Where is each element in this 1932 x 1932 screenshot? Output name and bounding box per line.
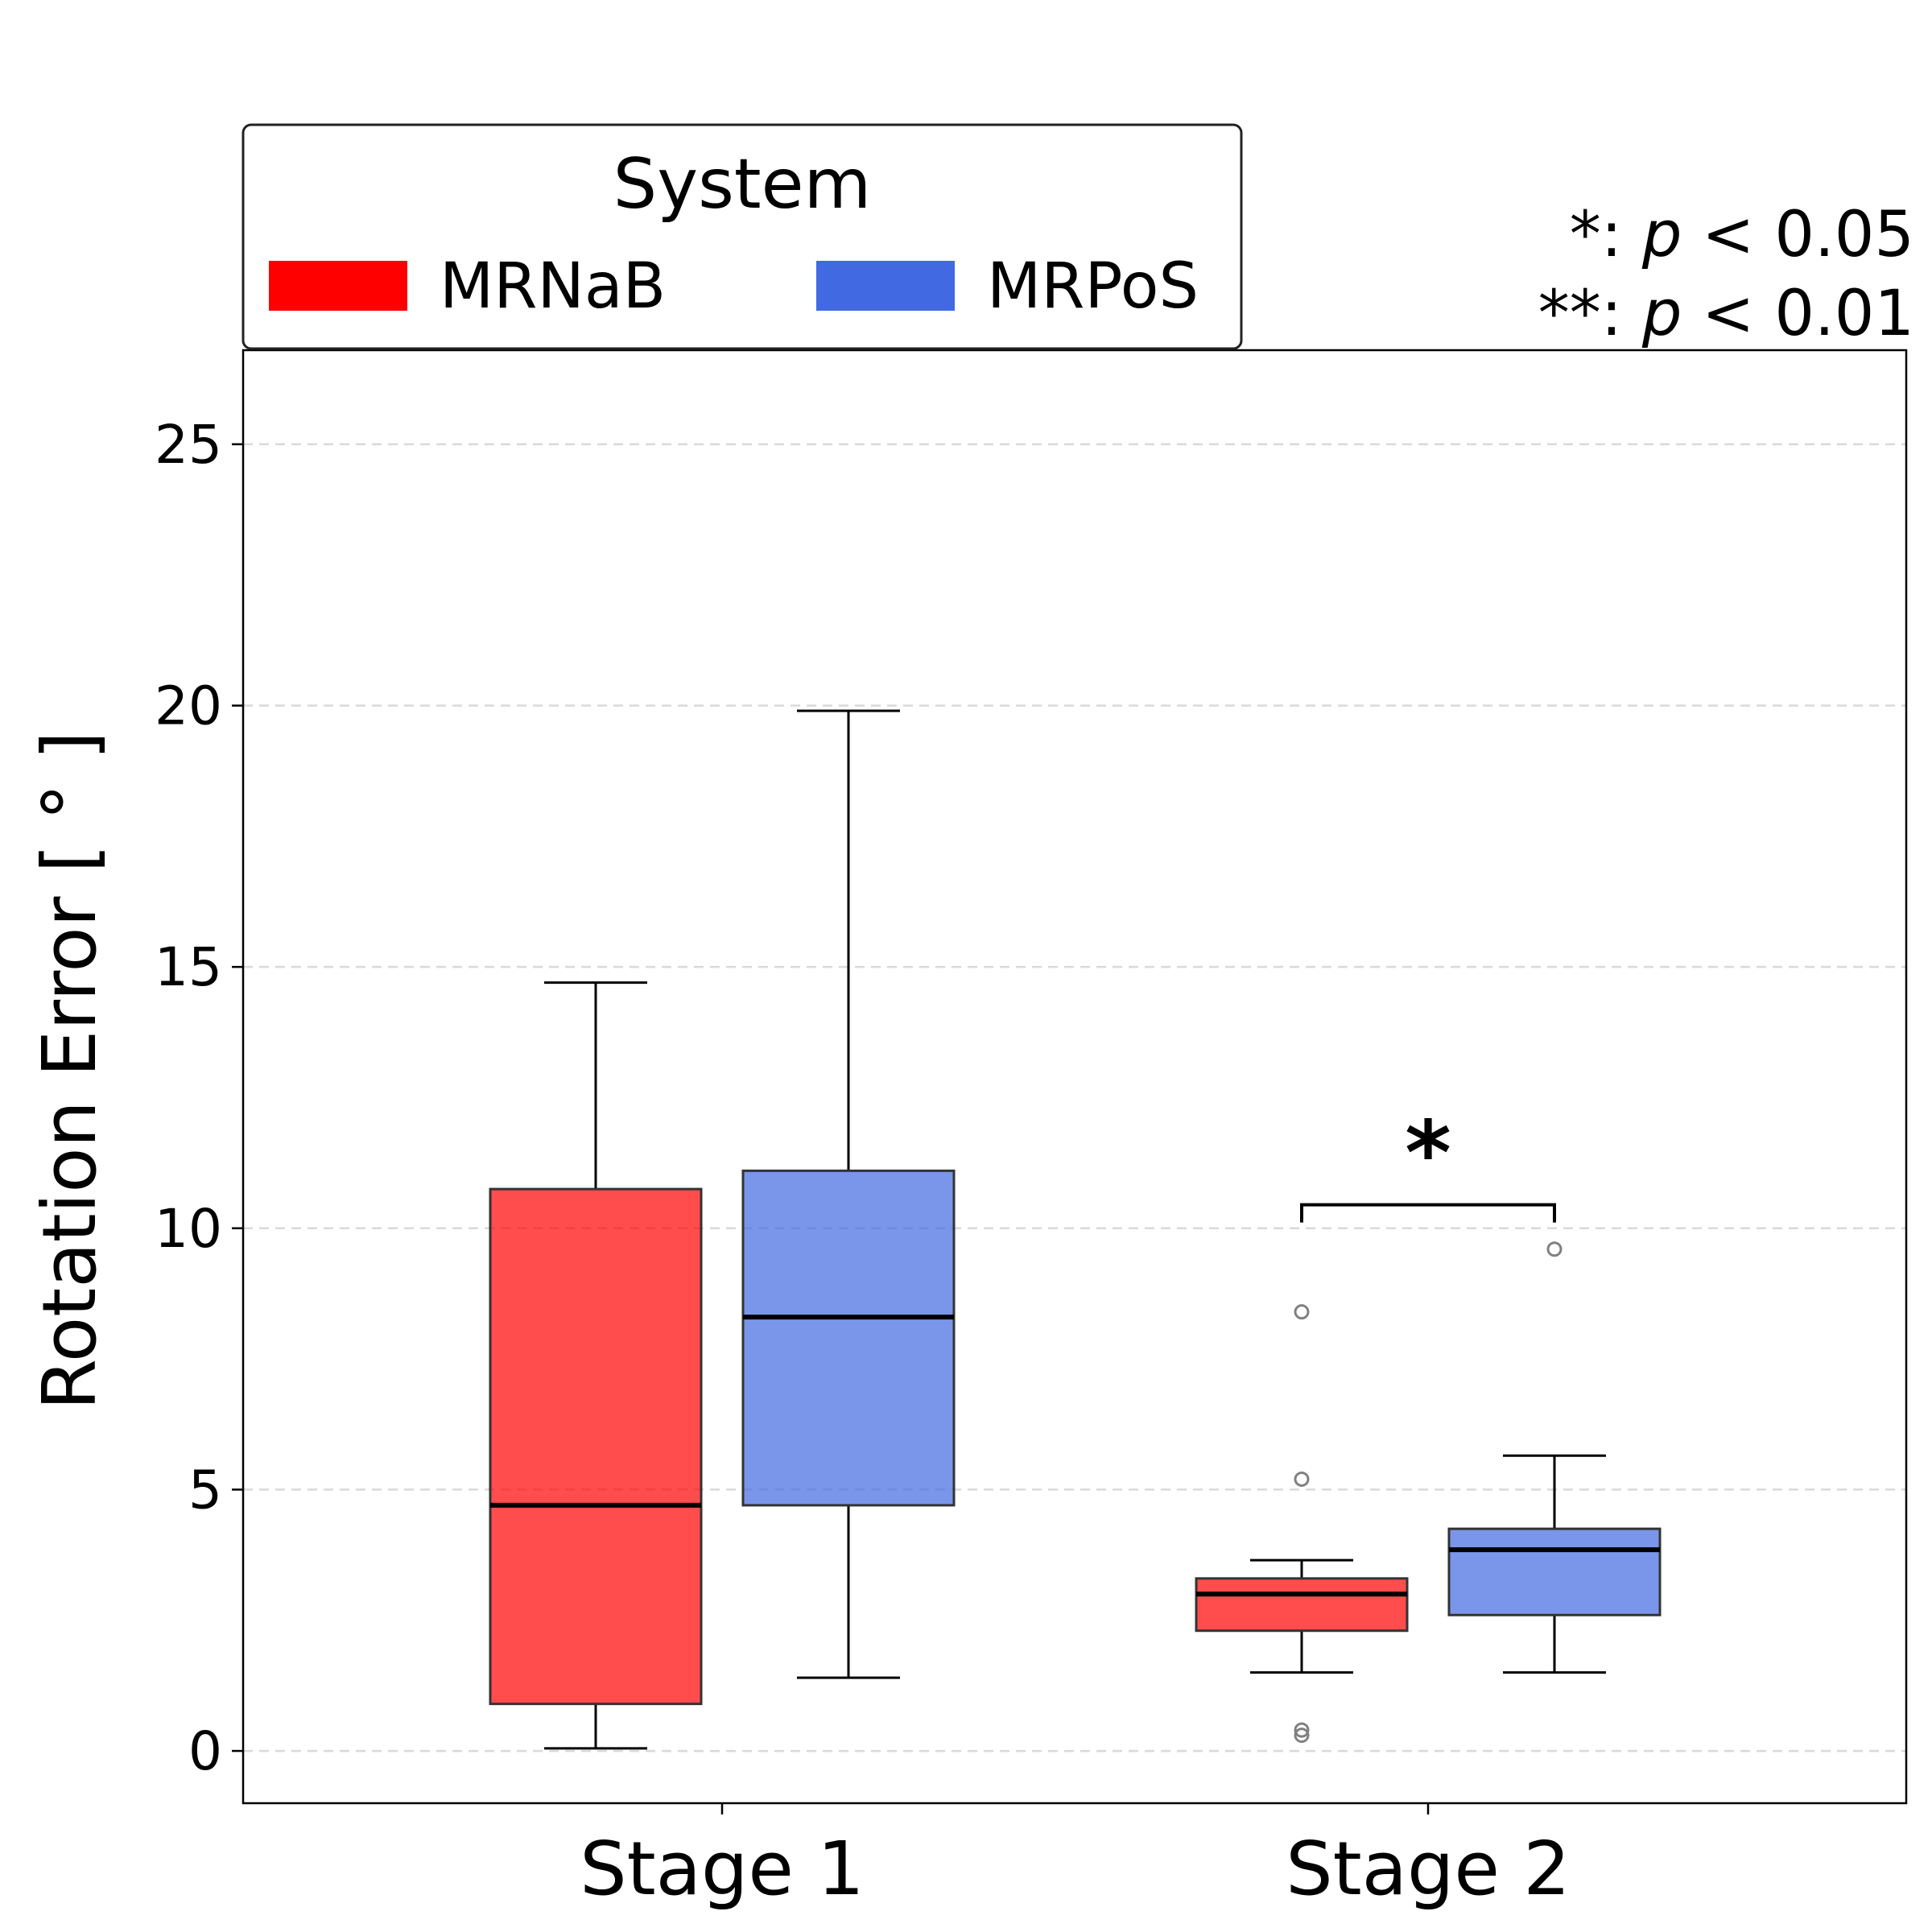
legend-frame <box>242 123 1243 350</box>
legend-swatch-mrnab <box>269 261 407 311</box>
y-tick-label-15: 15 <box>155 936 222 998</box>
y-tick-label-20: 20 <box>155 675 222 737</box>
significance-bracket <box>1300 1203 1556 1223</box>
significance-notes: *: p < 0.05 **: p < 0.01 <box>1538 199 1914 350</box>
legend-label-mrpos: MRPoS <box>987 250 1199 323</box>
legend: System MRNaB MRPoS <box>242 123 1243 350</box>
significance-marker: * <box>1405 1102 1451 1205</box>
box-mrnab-stage-1 <box>489 981 703 1750</box>
box-mrpos-stage-1 <box>741 709 956 1679</box>
x-tick-label-2: Stage 2 <box>1286 1826 1571 1912</box>
box-iqr <box>741 1169 956 1507</box>
x-tick-label-1: Stage 1 <box>580 1826 865 1912</box>
box-mrpos-stage-2 <box>1447 1241 1662 1674</box>
note-p-001: **: p < 0.01 <box>1538 278 1914 350</box>
note-p-005: *: p < 0.05 <box>1570 199 1914 271</box>
y-tick-label-10: 10 <box>155 1198 222 1260</box>
box-iqr <box>489 1187 703 1706</box>
legend-label-mrnab: MRNaB <box>440 250 666 323</box>
axes: 0 5 10 15 20 25 Stage 1 Stage 2 <box>155 349 1908 1912</box>
outlier-point <box>1546 1241 1563 1257</box>
y-tick-label-25: 25 <box>155 414 222 476</box>
box-plot-series <box>489 709 1662 1750</box>
plot-frame <box>242 349 1908 1805</box>
legend-swatch-mrpos <box>816 261 955 311</box>
outlier-point <box>1294 1304 1310 1320</box>
y-tick-label-0: 0 <box>188 1720 222 1782</box>
outlier-point <box>1294 1728 1310 1744</box>
outlier-point <box>1294 1471 1310 1487</box>
y-tick-label-5: 5 <box>188 1459 222 1521</box>
box-mrnab-stage-2 <box>1195 1304 1409 1744</box>
box-iqr <box>1447 1527 1662 1616</box>
y-axis-label: Rotation Error [ ° ] <box>27 731 113 1410</box>
significance-annotation: * <box>1300 1102 1556 1223</box>
box-iqr <box>1195 1577 1409 1633</box>
legend-title: System <box>613 144 872 225</box>
outlier-point <box>1294 1722 1310 1738</box>
